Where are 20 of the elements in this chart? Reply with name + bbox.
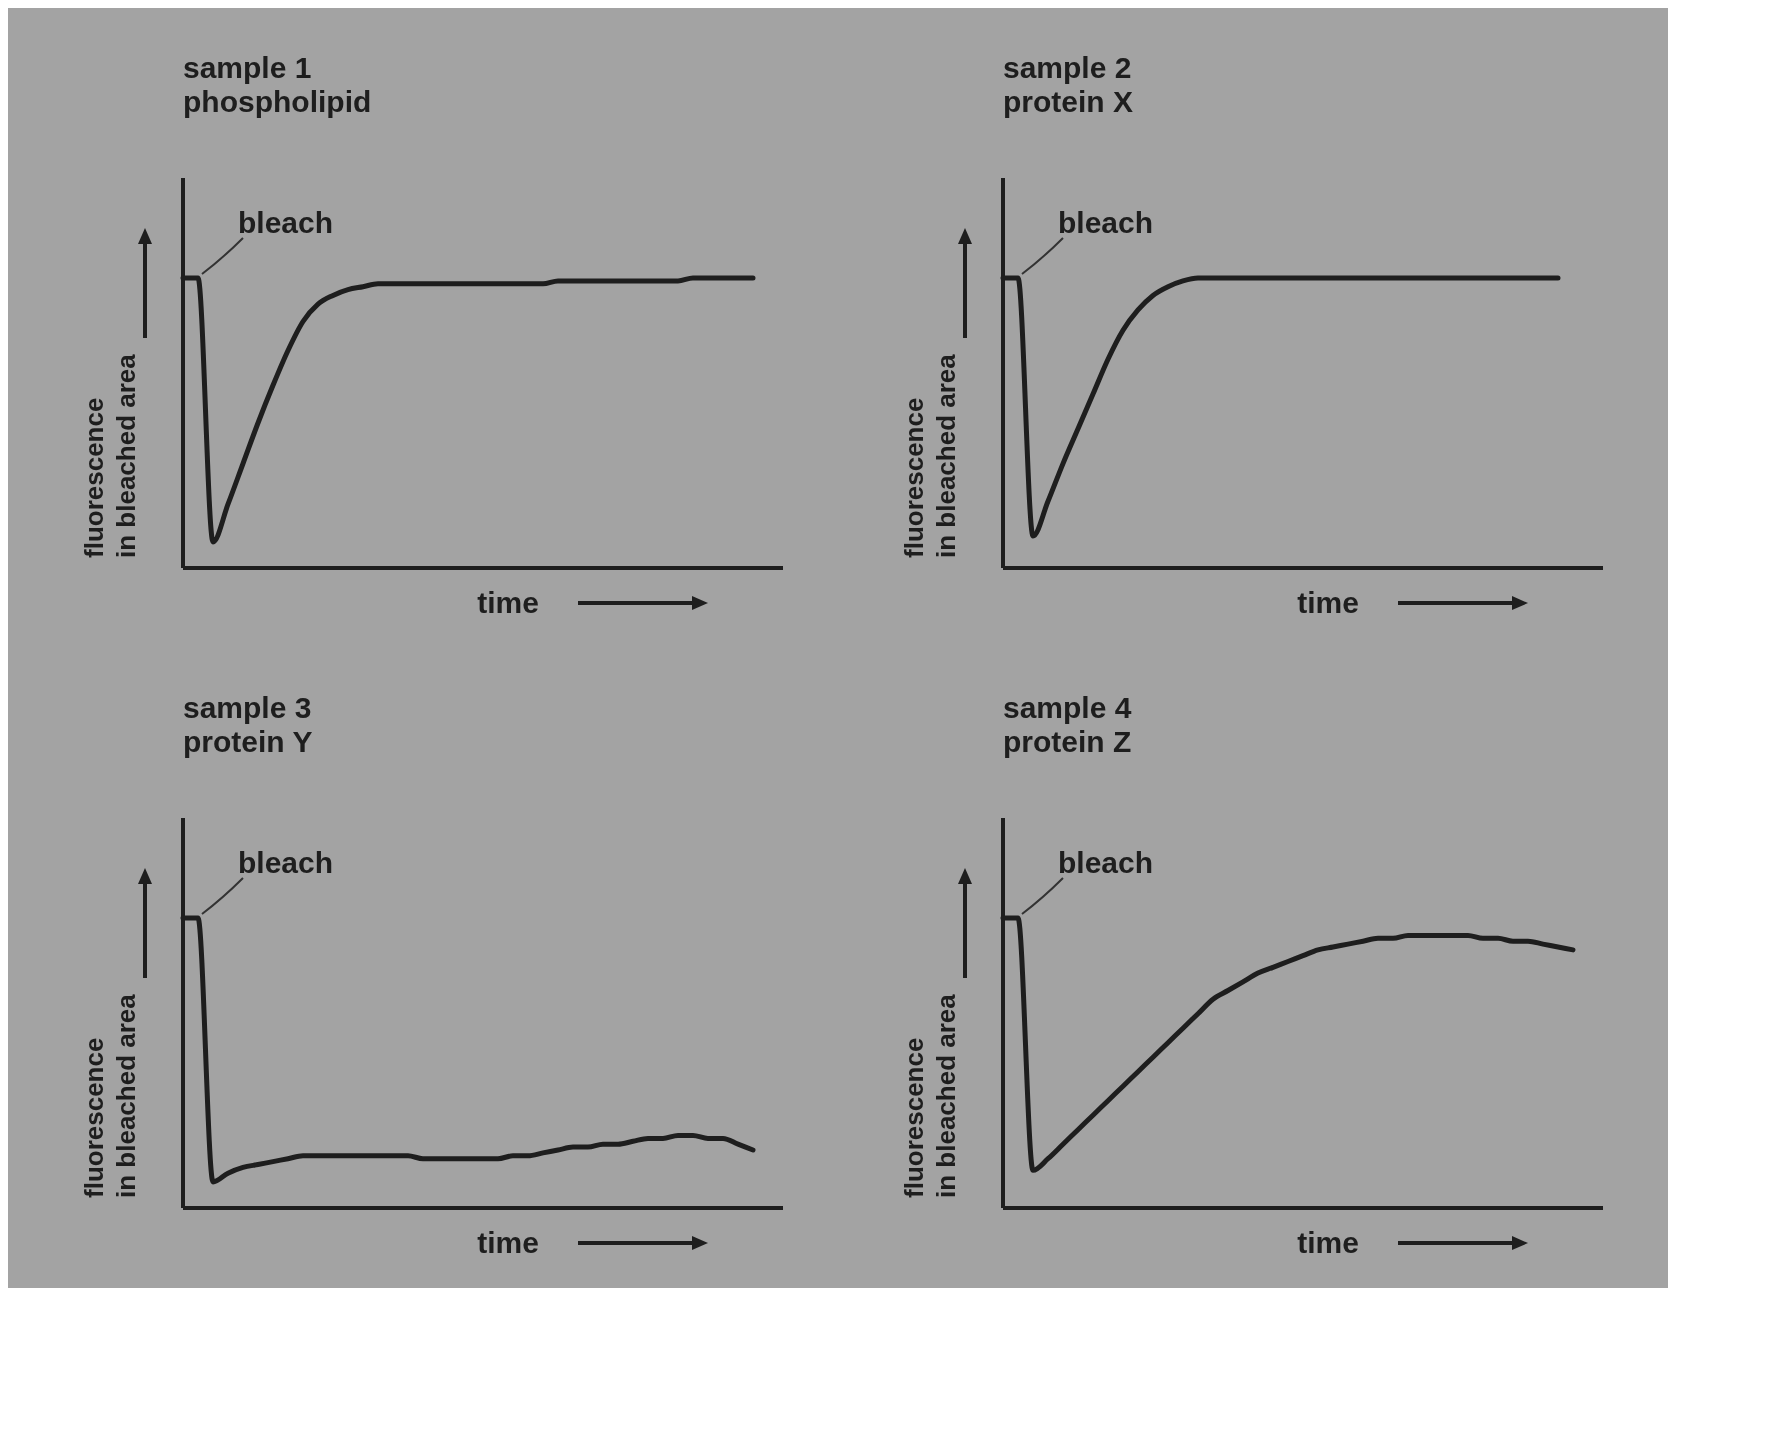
y-axis-title: fluorescence in bleached area — [79, 353, 141, 558]
x-axis-title: time — [1297, 586, 1359, 619]
text: bleach — [238, 846, 334, 879]
chart-subtitle: protein Z — [1003, 725, 1132, 758]
x-axis-title: time — [1297, 1226, 1359, 1259]
y-axis-title: fluorescence in bleached area — [79, 993, 141, 1198]
x-axis-title: time — [477, 586, 539, 619]
chart-title: sample 2 — [1003, 51, 1132, 84]
text: bleach — [1058, 206, 1154, 239]
text: bleach — [238, 206, 334, 239]
chart-subtitle: protein Y — [183, 725, 313, 758]
chart-title: sample 3 — [183, 691, 312, 724]
x-axis-title: time — [477, 1226, 539, 1259]
text: bleach — [1058, 846, 1154, 879]
y-axis-title: fluorescence in bleached area — [899, 993, 961, 1198]
chart-subtitle: protein X — [1003, 85, 1134, 118]
chart-title: sample 1 — [183, 51, 312, 84]
chart-title: sample 4 — [1003, 691, 1132, 724]
y-axis-title: fluorescence in bleached area — [899, 353, 961, 558]
chart-subtitle: phospholipid — [183, 85, 372, 118]
